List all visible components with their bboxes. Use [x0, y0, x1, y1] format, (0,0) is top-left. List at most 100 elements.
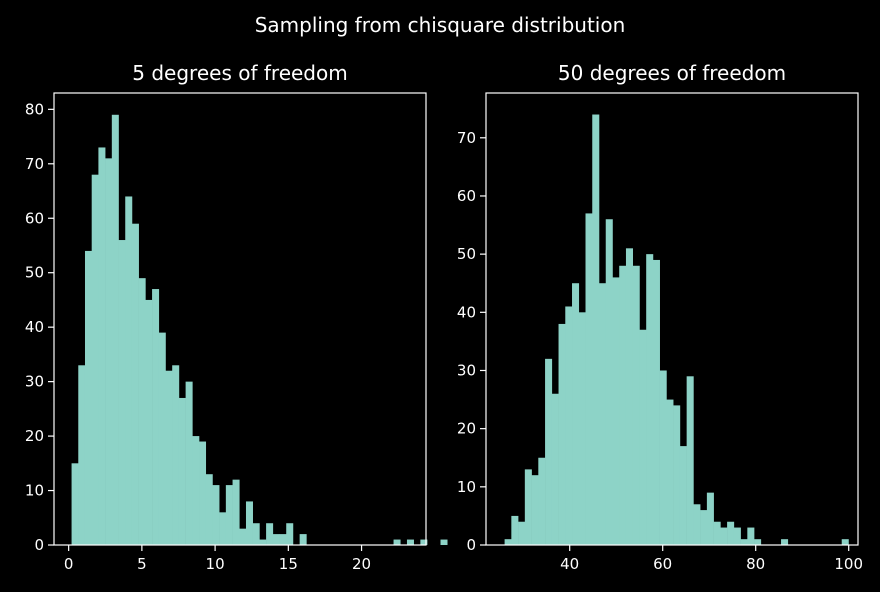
histogram-bar — [693, 504, 701, 545]
y-tick-label: 50 — [457, 245, 476, 263]
histogram-bar — [118, 240, 126, 546]
histogram-bar — [524, 469, 532, 545]
histogram-bar — [727, 521, 735, 545]
histogram-bar — [592, 114, 600, 546]
histogram-bar — [158, 332, 166, 545]
histogram-bar — [192, 436, 200, 545]
histogram-50-dof: 50 degrees of freedom 40 60 80 100 0 10 20 30 40… — [457, 61, 863, 573]
histogram-bar — [272, 534, 280, 545]
histogram-bar — [841, 539, 849, 545]
histogram-bar — [781, 539, 789, 545]
histogram-bar — [219, 512, 227, 545]
histogram-bar — [232, 479, 240, 545]
histogram-bar — [511, 515, 519, 545]
histogram-bar — [646, 254, 654, 545]
y-tick-label: 20 — [25, 427, 44, 445]
y-tick-label: 40 — [457, 303, 476, 321]
x-tick-label: 10 — [206, 555, 225, 573]
histogram-bar — [259, 539, 267, 545]
histogram-bar — [205, 474, 213, 545]
y-tick-label: 70 — [457, 129, 476, 147]
histogram-bar — [98, 147, 106, 545]
histogram-bar — [585, 213, 593, 546]
histogram-bar — [279, 534, 287, 545]
histogram-bar — [666, 399, 674, 545]
chart-title-50-dof: 50 degrees of freedom — [558, 61, 786, 85]
histogram-bar — [252, 523, 260, 545]
histogram-bar — [740, 539, 748, 545]
histogram-bar — [406, 539, 414, 545]
x-tick-label: 20 — [352, 555, 371, 573]
histogram-bar — [420, 539, 428, 545]
x-tick-label: 0 — [64, 555, 74, 573]
histogram-bar — [286, 523, 294, 545]
histogram-bar — [673, 405, 681, 545]
histogram-bar — [138, 278, 146, 545]
histogram-bar — [440, 539, 448, 545]
x-tick-label: 40 — [560, 555, 579, 573]
histogram-bar — [111, 114, 119, 545]
x-tick-label: 80 — [746, 555, 765, 573]
y-tick-label: 70 — [25, 155, 44, 173]
histogram-bar — [131, 223, 139, 545]
histogram-bar — [105, 158, 113, 545]
histogram-bar — [518, 521, 526, 545]
histogram-bar — [125, 196, 133, 545]
y-tick-label: 0 — [34, 536, 44, 554]
histogram-bar — [572, 283, 580, 545]
histogram-bar — [504, 539, 512, 545]
histogram-bar — [578, 312, 586, 545]
y-tick-label: 40 — [25, 318, 44, 336]
histogram-bar — [625, 248, 633, 545]
x-tick-label: 60 — [653, 555, 672, 573]
histogram-bar — [632, 265, 640, 545]
histogram-bar — [605, 219, 613, 546]
histogram-bar — [733, 527, 741, 545]
histogram-bar — [152, 289, 160, 545]
y-tick-label: 30 — [457, 361, 476, 379]
histogram-bar — [299, 534, 307, 545]
histogram-bar — [619, 265, 627, 545]
histogram-bar — [84, 250, 92, 545]
histogram-bar — [531, 475, 539, 545]
chart-title-5-dof: 5 degrees of freedom — [132, 61, 347, 85]
histogram-bar — [679, 446, 687, 545]
histogram-bar — [212, 485, 220, 545]
histogram-bar — [599, 283, 607, 545]
histogram-bar — [266, 523, 274, 545]
histogram-bar — [165, 370, 173, 545]
histogram-bar — [639, 329, 647, 545]
histogram-bar — [199, 441, 207, 545]
histogram-bar — [659, 370, 667, 545]
histogram-bar — [720, 527, 728, 545]
histogram-bar — [71, 463, 79, 545]
y-tick-label: 10 — [25, 482, 44, 500]
histogram-bar — [225, 485, 233, 545]
y-tick-label: 80 — [25, 100, 44, 118]
y-tick-label: 0 — [466, 536, 476, 554]
x-tick-label: 5 — [137, 555, 147, 573]
y-tick-label: 50 — [25, 264, 44, 282]
histogram-bar — [700, 510, 708, 545]
histogram-bar — [172, 365, 180, 545]
y-tick-label: 60 — [25, 209, 44, 227]
histogram-bar — [652, 259, 660, 545]
axes-frame — [53, 92, 427, 546]
x-tick-label: 100 — [834, 555, 863, 573]
histogram-bar — [706, 492, 714, 545]
y-tick-label: 60 — [457, 187, 476, 205]
histogram-bar — [612, 277, 620, 545]
histogram-bar — [185, 381, 193, 545]
histogram-bar — [91, 174, 99, 545]
histogram-bar — [754, 539, 762, 545]
histogram-bar — [393, 539, 401, 545]
figure-suptitle: Sampling from chisquare distribution — [255, 13, 626, 37]
y-tick-label: 20 — [457, 420, 476, 438]
histogram-bar — [545, 358, 553, 545]
x-tick-label: 15 — [279, 555, 298, 573]
y-tick-label: 30 — [25, 373, 44, 391]
histogram-bar — [686, 376, 694, 545]
histogram-bar — [145, 299, 153, 545]
histogram-bar — [565, 306, 573, 545]
